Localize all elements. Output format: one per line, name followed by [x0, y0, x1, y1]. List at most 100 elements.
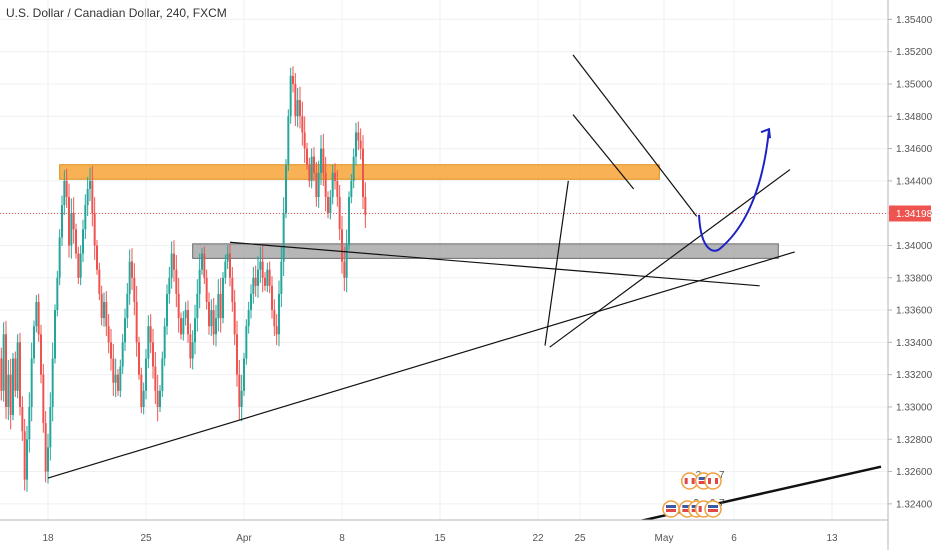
candle[interactable]: [257, 269, 259, 286]
candle[interactable]: [331, 172, 334, 198]
candle[interactable]: [285, 164, 287, 214]
candle[interactable]: [70, 213, 73, 246]
candle[interactable]: [308, 164, 311, 181]
candle[interactable]: [254, 277, 257, 286]
candle[interactable]: [352, 156, 355, 181]
candles[interactable]: [0, 66, 367, 492]
candle[interactable]: [313, 156, 315, 173]
candle[interactable]: [250, 293, 252, 311]
candle[interactable]: [117, 374, 119, 391]
candle[interactable]: [201, 253, 203, 270]
candle[interactable]: [359, 140, 362, 149]
candle[interactable]: [219, 293, 222, 319]
projection[interactable]: [698, 127, 771, 252]
candle[interactable]: [30, 358, 33, 407]
candle[interactable]: [173, 253, 175, 270]
candle[interactable]: [40, 334, 42, 375]
candle[interactable]: [63, 180, 66, 206]
candle[interactable]: [231, 277, 234, 302]
candle[interactable]: [54, 310, 56, 359]
candle[interactable]: [343, 261, 346, 278]
candle[interactable]: [19, 342, 21, 407]
candle[interactable]: [110, 342, 112, 359]
channel-upper-line[interactable]: [572, 54, 698, 217]
candle[interactable]: [322, 148, 325, 173]
candle[interactable]: [138, 342, 140, 375]
candle[interactable]: [306, 148, 308, 165]
candle[interactable]: [261, 261, 264, 278]
candle[interactable]: [121, 342, 124, 367]
candle[interactable]: [182, 318, 185, 335]
candle[interactable]: [103, 301, 105, 319]
candle[interactable]: [338, 197, 341, 230]
candle[interactable]: [49, 406, 52, 448]
candle[interactable]: [91, 180, 94, 214]
candle[interactable]: [357, 132, 360, 141]
price-zones[interactable]: [59, 164, 779, 259]
candle[interactable]: [296, 100, 299, 117]
candle[interactable]: [51, 358, 54, 407]
candle[interactable]: [133, 277, 136, 302]
candle[interactable]: [329, 197, 332, 214]
rising-trendline[interactable]: [549, 169, 791, 348]
candle[interactable]: [142, 390, 145, 407]
candle[interactable]: [5, 334, 7, 407]
candle[interactable]: [259, 261, 262, 270]
candle[interactable]: [107, 326, 110, 343]
resistance-zone[interactable]: [59, 164, 660, 180]
candle[interactable]: [114, 374, 117, 383]
candle[interactable]: [98, 269, 101, 294]
candle[interactable]: [287, 116, 290, 165]
candle[interactable]: [82, 229, 84, 254]
candle[interactable]: [215, 318, 217, 335]
candle[interactable]: [9, 374, 12, 416]
candle[interactable]: [345, 245, 348, 278]
candle[interactable]: [58, 237, 61, 278]
candle[interactable]: [271, 285, 273, 311]
candle[interactable]: [61, 205, 63, 238]
candle[interactable]: [86, 188, 89, 206]
candle[interactable]: [23, 431, 26, 480]
candle[interactable]: [21, 406, 24, 432]
candle[interactable]: [128, 261, 131, 294]
candle[interactable]: [289, 75, 292, 117]
candle[interactable]: [0, 358, 3, 391]
candle[interactable]: [238, 374, 241, 407]
candle[interactable]: [196, 293, 199, 319]
candle[interactable]: [292, 75, 294, 84]
candle[interactable]: [47, 447, 49, 472]
candle[interactable]: [229, 253, 231, 278]
candle[interactable]: [44, 423, 47, 472]
candle[interactable]: [152, 342, 154, 367]
lower-trendline[interactable]: [47, 251, 795, 479]
candle[interactable]: [105, 301, 108, 327]
candle[interactable]: [159, 390, 161, 407]
candle[interactable]: [177, 293, 180, 319]
candle[interactable]: [191, 342, 194, 359]
candle[interactable]: [273, 310, 276, 327]
trend-lines[interactable]: [47, 54, 882, 536]
candle[interactable]: [212, 310, 215, 335]
candle[interactable]: [203, 253, 206, 278]
candle[interactable]: [348, 197, 350, 246]
candle[interactable]: [205, 277, 208, 302]
candle[interactable]: [364, 197, 367, 215]
descending-trendline[interactable]: [229, 241, 760, 287]
candle[interactable]: [301, 116, 304, 133]
candle[interactable]: [149, 326, 152, 343]
candle[interactable]: [77, 253, 80, 278]
channel-lower-line[interactable]: [572, 114, 635, 190]
candle[interactable]: [252, 277, 255, 294]
support-zone[interactable]: [192, 243, 779, 259]
candle[interactable]: [189, 334, 192, 359]
candle[interactable]: [175, 269, 178, 294]
candle[interactable]: [187, 310, 189, 335]
candle[interactable]: [7, 374, 10, 407]
candle[interactable]: [135, 301, 138, 343]
candle[interactable]: [324, 172, 327, 198]
breakout-line[interactable]: [544, 180, 569, 346]
candle[interactable]: [75, 229, 77, 254]
candle[interactable]: [217, 293, 220, 319]
candle[interactable]: [72, 213, 75, 230]
